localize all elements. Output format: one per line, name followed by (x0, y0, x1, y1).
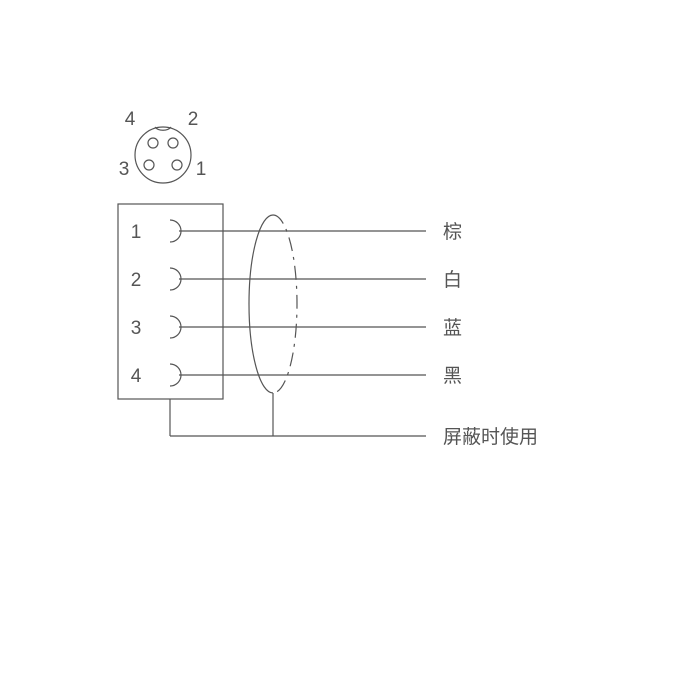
pin-label: 1 (196, 159, 207, 180)
wiring-diagram: 1 2 3 4 1 棕 2 白 3 蓝 4 黑屏蔽时使用 (0, 0, 700, 700)
pin-label: 4 (125, 109, 136, 130)
terminal-number: 1 (131, 222, 142, 243)
pin-label: 2 (188, 109, 199, 130)
pin-dot (148, 138, 158, 148)
wire-label: 蓝 (443, 317, 462, 339)
terminal-number: 3 (131, 318, 142, 339)
shield-ellipse-right (273, 215, 297, 393)
shield-ellipse-left (249, 215, 273, 393)
shield-label: 屏蔽时使用 (443, 426, 538, 448)
terminal-number: 2 (131, 270, 142, 291)
wire-label: 黑 (443, 366, 462, 387)
terminal-number: 4 (131, 366, 142, 387)
pin-dot (144, 160, 154, 170)
pin-label: 3 (119, 159, 130, 180)
pin-dot (168, 138, 178, 148)
wire-label: 棕 (443, 221, 462, 243)
wire-label: 白 (443, 269, 462, 291)
connector-outline (135, 127, 191, 183)
pin-dot (172, 160, 182, 170)
